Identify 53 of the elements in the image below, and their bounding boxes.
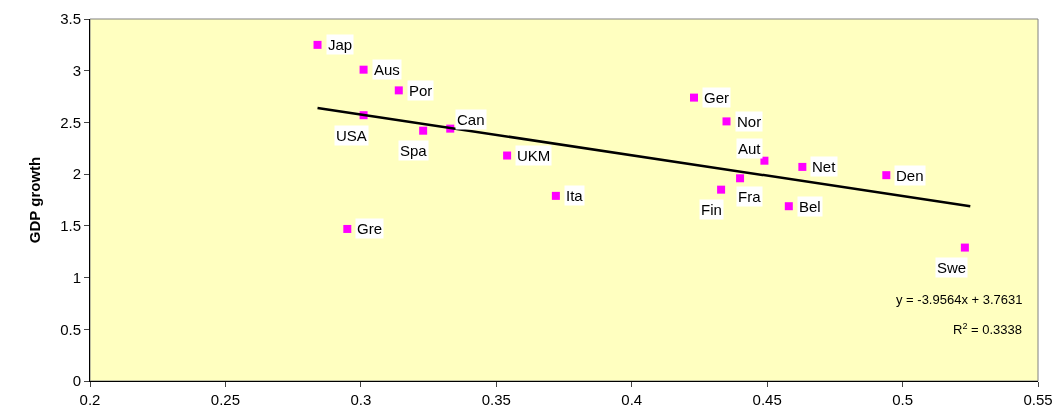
annotation: Aut: [738, 140, 762, 157]
point: [419, 126, 428, 135]
x-tick-label: 0.45: [752, 391, 782, 408]
annotation: Bel: [799, 198, 821, 215]
point: [736, 174, 745, 183]
annotation: Jap: [328, 36, 353, 53]
point: [760, 156, 769, 165]
annotation: Net: [812, 158, 837, 175]
annotation: Den: [896, 167, 924, 184]
annotation: Can: [457, 111, 485, 128]
annotation: Ita: [566, 187, 584, 204]
point: [798, 162, 807, 171]
point: [343, 224, 352, 233]
x-tick-label: 0.5: [892, 391, 913, 408]
x-tick-label: 0.35: [481, 391, 511, 408]
point: [551, 191, 560, 200]
y-tick-label: 2.5: [60, 113, 81, 131]
y-axis-title: GDP growth: [26, 156, 44, 244]
point: [690, 93, 699, 102]
point: [359, 65, 368, 74]
annotation: Por: [409, 82, 433, 99]
y-tick-label: 3.5: [60, 10, 81, 28]
annotation: Fin: [701, 201, 722, 218]
y-tick-label: 1.5: [60, 217, 81, 235]
y-tick-label: 0: [72, 372, 81, 390]
x-tick-label: 0.3: [350, 391, 372, 408]
x-tick-label: 0.2: [79, 391, 101, 408]
annotation: Fra: [738, 188, 762, 205]
y-tick-label: 3: [72, 61, 81, 79]
annotation: USA: [336, 127, 367, 144]
y-tick-label: 1: [72, 268, 81, 286]
x-tick-label: 0.25: [210, 391, 241, 408]
annotation: Gre: [357, 220, 383, 237]
point: [960, 243, 969, 252]
x-tick-label: 0.4: [621, 391, 643, 408]
annotation: Nor: [737, 113, 762, 130]
annotation: y = -3.9564x + 3.7631: [896, 292, 1023, 307]
annotation: Swe: [937, 259, 967, 276]
annotation: R$^{2}$ = 0.3338: [953, 321, 1023, 338]
annotation: UKM: [517, 147, 551, 164]
point: [394, 86, 403, 95]
point: [722, 117, 731, 126]
y-tick-label: 2: [72, 165, 81, 183]
point: [313, 40, 322, 49]
annotation: Ger: [704, 89, 730, 106]
point: [784, 202, 793, 211]
x-tick-label: 0.55: [1023, 391, 1053, 408]
y-tick-label: 0.5: [60, 320, 81, 338]
point: [882, 171, 891, 180]
point: [503, 151, 512, 160]
annotation: Aus: [374, 61, 400, 78]
point: [717, 185, 726, 194]
annotation: Spa: [400, 142, 428, 159]
